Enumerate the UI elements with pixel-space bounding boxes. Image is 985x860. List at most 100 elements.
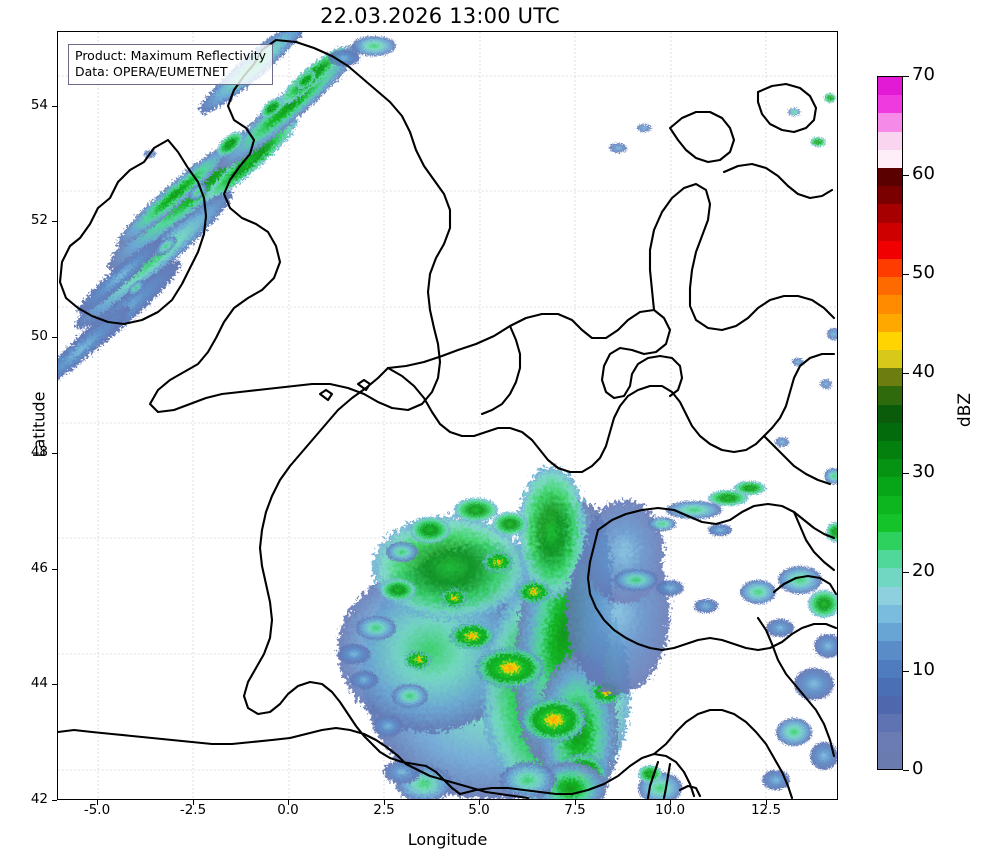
colorbar-band [878,586,902,605]
colorbar-tick-label: 70 [912,64,935,85]
colorbar-title: dBZ [955,392,975,428]
colorbar-band [878,386,902,405]
colorbar-band [878,113,902,132]
colorbar-tickmark [903,473,909,475]
colorbar-band [878,677,902,696]
colorbar-band [878,732,902,751]
colorbar-band [878,368,902,387]
colorbar-band [878,714,902,733]
colorbar-band [878,77,902,96]
colorbar-tickmark [903,76,909,78]
y-tickmark [52,569,57,570]
x-tick-label: 2.5 [373,802,395,818]
colorbar-band [878,204,902,223]
y-tick-label: 50 [30,328,48,344]
x-tickmark [766,800,767,805]
colorbar-band [878,259,902,278]
colorbar-band [878,331,902,351]
colorbar-band [878,168,902,187]
colorbar[interactable] [877,76,903,770]
x-tickmark [193,800,194,805]
x-tick-label: -2.5 [179,802,207,818]
x-tickmark [479,800,480,805]
y-tickmark [52,337,57,338]
colorbar-band [878,404,902,423]
colorbar-band [878,222,902,241]
colorbar-band [878,532,902,551]
colorbar-band [878,240,902,260]
colorbar-tickmark [903,770,909,772]
annotation-product-line: Product: Maximum Reflectivity [75,48,267,63]
colorbar-band [878,568,902,587]
y-tickmark [52,684,57,685]
x-tick-label: 5.0 [468,802,490,818]
colorbar-band [878,641,902,660]
colorbar-band [878,277,902,296]
y-axis-label: Latitude [29,391,49,458]
y-tick-label: 46 [30,560,48,576]
page-title: 22.03.2026 13:00 UTC [320,4,560,28]
colorbar-tick-label: 60 [912,163,935,184]
radar-map-canvas [58,32,837,799]
colorbar-band [878,95,902,114]
y-tick-label: 42 [30,791,48,807]
colorbar-band [878,422,902,442]
colorbar-tickmark [903,175,909,177]
x-axis-label: Longitude [407,830,488,849]
colorbar-tick-label: 0 [912,758,924,779]
y-tickmark [52,800,57,801]
x-tickmark [384,800,385,805]
radar-echo-scotland-patch [328,36,396,66]
colorbar-band [878,513,902,533]
colorbar-tick-label: 50 [912,262,935,283]
colorbar-band [878,750,902,769]
colorbar-band [878,186,902,205]
colorbar-band [878,441,902,460]
colorbar-tickmark [903,572,909,574]
colorbar-band [878,695,902,715]
x-tickmark [288,800,289,805]
colorbar-tick-label: 20 [912,560,935,581]
radar-echo-alpine-showers [614,468,837,790]
y-tickmark [52,453,57,454]
x-tickmark [670,800,671,805]
product-annotation-box: Product: Maximum Reflectivity Data: OPER… [68,44,274,85]
y-tickmark [52,106,57,107]
colorbar-tick-label: 30 [912,461,935,482]
radar-echo-uk-cells [127,70,316,296]
annotation-data-line: Data: OPERA/EUMETNET [75,64,228,79]
colorbar-tickmark [903,671,909,673]
x-tick-label: 7.5 [564,802,586,818]
radar-echo-france-complex [338,466,670,799]
colorbar-band [878,295,902,314]
map-coastlines [58,38,837,799]
x-tickmark [575,800,576,805]
x-tick-label: -5.0 [83,802,111,818]
colorbar-tick-label: 40 [912,361,935,382]
colorbar-tickmark [903,373,909,375]
colorbar-band [878,350,902,369]
x-tick-label: 12.5 [750,802,782,818]
colorbar-band [878,459,902,478]
colorbar-tick-label: 10 [912,659,935,680]
colorbar-band [878,131,902,150]
radar-echo-uk-band [58,32,364,394]
x-tick-label: 10.0 [654,802,686,818]
y-tick-label: 44 [30,675,48,691]
colorbar-band [878,550,902,569]
x-tickmark [97,800,98,805]
y-tick-label: 48 [30,444,48,460]
colorbar-band [878,604,902,624]
radar-map-axes[interactable] [57,31,838,800]
colorbar-band [878,477,902,496]
colorbar-tickmark [903,274,909,276]
colorbar-band [878,149,902,169]
x-tick-label: 0.0 [277,802,299,818]
y-tickmark [52,221,57,222]
radar-echo-isolated-cells [144,93,837,447]
y-tick-label: 54 [30,97,48,113]
y-tick-label: 52 [30,212,48,228]
colorbar-band [878,495,902,514]
colorbar-band [878,313,902,332]
colorbar-band [878,623,902,642]
